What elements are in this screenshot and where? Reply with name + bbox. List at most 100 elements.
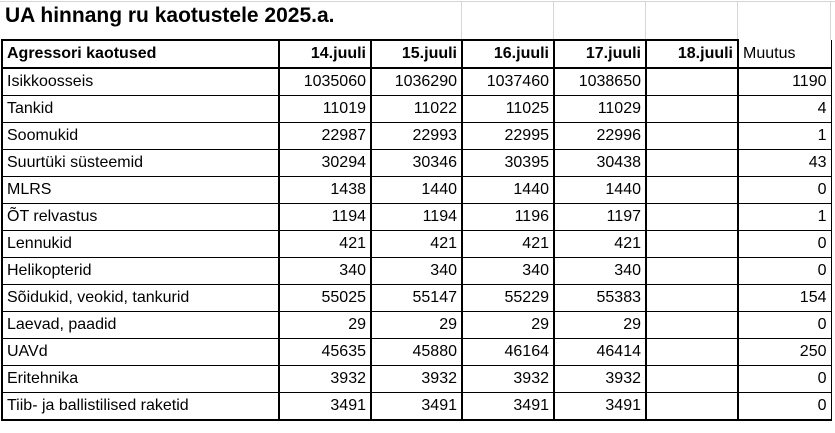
value-cell[interactable]: 3932 xyxy=(461,365,555,393)
value-cell[interactable] xyxy=(645,203,739,231)
value-cell[interactable] xyxy=(645,176,739,204)
value-cell[interactable]: 45880 xyxy=(370,338,463,366)
value-cell[interactable]: 3932 xyxy=(278,365,372,393)
row-label[interactable]: ÕT relvastus xyxy=(1,203,280,231)
value-cell[interactable]: 1197 xyxy=(553,203,647,231)
column-header-16-juuli[interactable]: 16.juuli xyxy=(461,39,555,69)
value-cell[interactable]: 340 xyxy=(553,257,647,285)
row-label[interactable]: MLRS xyxy=(1,176,280,204)
value-cell[interactable]: 3491 xyxy=(461,392,555,421)
muutus-cell[interactable]: 0 xyxy=(737,176,832,204)
value-cell[interactable]: 11019 xyxy=(278,95,372,123)
value-cell[interactable] xyxy=(645,67,739,96)
value-cell[interactable]: 1035060 xyxy=(278,67,372,96)
value-cell[interactable]: 22995 xyxy=(461,122,555,150)
table-row: Lennukid 421 421 421 421 0 xyxy=(1,230,832,258)
value-cell[interactable]: 340 xyxy=(278,257,372,285)
value-cell[interactable]: 55147 xyxy=(370,284,463,312)
value-cell[interactable]: 3932 xyxy=(370,365,463,393)
value-cell[interactable]: 29 xyxy=(370,311,463,339)
value-cell[interactable]: 29 xyxy=(553,311,647,339)
muutus-cell[interactable]: 1190 xyxy=(737,67,832,96)
value-cell[interactable]: 29 xyxy=(461,311,555,339)
value-cell[interactable]: 421 xyxy=(461,230,555,258)
row-label[interactable]: Lennukid xyxy=(1,230,280,258)
row-label[interactable]: UAVd xyxy=(1,338,280,366)
value-cell[interactable] xyxy=(645,311,739,339)
value-cell[interactable] xyxy=(645,122,739,150)
sheet-title[interactable]: UA hinnang ru kaotustele 2025.a. xyxy=(5,4,335,27)
value-cell[interactable]: 22996 xyxy=(553,122,647,150)
muutus-cell[interactable]: 0 xyxy=(737,311,832,339)
value-cell[interactable] xyxy=(645,149,739,177)
value-cell[interactable]: 29 xyxy=(278,311,372,339)
value-cell[interactable]: 1196 xyxy=(461,203,555,231)
value-cell[interactable]: 55383 xyxy=(553,284,647,312)
row-label[interactable]: Helikopterid xyxy=(1,257,280,285)
value-cell[interactable] xyxy=(645,392,739,421)
value-cell[interactable] xyxy=(645,284,739,312)
muutus-cell[interactable]: 0 xyxy=(737,257,832,285)
column-header-agressori-kaotused[interactable]: Agressori kaotused xyxy=(1,39,280,69)
column-header-14-juuli[interactable]: 14.juuli xyxy=(278,39,372,69)
muutus-cell[interactable]: 154 xyxy=(737,284,832,312)
value-cell[interactable]: 30395 xyxy=(461,149,555,177)
value-cell[interactable]: 30346 xyxy=(370,149,463,177)
row-label[interactable]: Laevad, paadid xyxy=(1,311,280,339)
value-cell[interactable]: 3491 xyxy=(553,392,647,421)
row-label[interactable]: Tankid xyxy=(1,95,280,123)
value-cell[interactable] xyxy=(645,365,739,393)
value-cell[interactable] xyxy=(645,95,739,123)
value-cell[interactable]: 340 xyxy=(461,257,555,285)
value-cell[interactable]: 30294 xyxy=(278,149,372,177)
row-label[interactable]: Eritehnika xyxy=(1,365,280,393)
value-cell[interactable]: 1440 xyxy=(370,176,463,204)
value-cell[interactable] xyxy=(645,338,739,366)
column-header-15-juuli[interactable]: 15.juuli xyxy=(370,39,463,69)
row-label[interactable]: Soomukid xyxy=(1,122,280,150)
value-cell[interactable]: 1440 xyxy=(461,176,555,204)
value-cell[interactable]: 1194 xyxy=(278,203,372,231)
value-cell[interactable]: 421 xyxy=(553,230,647,258)
value-cell[interactable]: 45635 xyxy=(278,338,372,366)
value-cell[interactable]: 1038650 xyxy=(553,67,647,96)
value-cell[interactable]: 1440 xyxy=(553,176,647,204)
muutus-cell[interactable]: 1 xyxy=(737,203,832,231)
row-label[interactable]: Isikkoosseis xyxy=(1,67,280,96)
muutus-cell[interactable]: 0 xyxy=(737,392,832,421)
value-cell[interactable]: 340 xyxy=(370,257,463,285)
value-cell[interactable]: 3491 xyxy=(278,392,372,421)
row-label[interactable]: Sõidukid, veokid, tankurid xyxy=(1,284,280,312)
value-cell[interactable] xyxy=(645,230,739,258)
value-cell[interactable]: 1194 xyxy=(370,203,463,231)
muutus-cell[interactable]: 1 xyxy=(737,122,832,150)
value-cell[interactable]: 46164 xyxy=(461,338,555,366)
muutus-cell[interactable]: 250 xyxy=(737,338,832,366)
row-label[interactable]: Tiib- ja ballistilised raketid xyxy=(1,392,280,421)
value-cell[interactable]: 11025 xyxy=(461,95,555,123)
value-cell[interactable] xyxy=(645,257,739,285)
value-cell[interactable]: 22993 xyxy=(370,122,463,150)
muutus-cell[interactable]: 43 xyxy=(737,149,832,177)
value-cell[interactable]: 421 xyxy=(278,230,372,258)
value-cell[interactable]: 30438 xyxy=(553,149,647,177)
value-cell[interactable]: 3932 xyxy=(553,365,647,393)
value-cell[interactable]: 1037460 xyxy=(461,67,555,96)
value-cell[interactable]: 55229 xyxy=(461,284,555,312)
value-cell[interactable]: 1036290 xyxy=(370,67,463,96)
value-cell[interactable]: 3491 xyxy=(370,392,463,421)
muutus-cell[interactable]: 0 xyxy=(737,365,832,393)
column-header-18-juuli[interactable]: 18.juuli xyxy=(645,39,739,69)
value-cell[interactable]: 421 xyxy=(370,230,463,258)
value-cell[interactable]: 22987 xyxy=(278,122,372,150)
value-cell[interactable]: 46414 xyxy=(553,338,647,366)
value-cell[interactable]: 11022 xyxy=(370,95,463,123)
muutus-cell[interactable]: 0 xyxy=(737,230,832,258)
value-cell[interactable]: 11029 xyxy=(553,95,647,123)
column-header-muutus[interactable]: Muutus xyxy=(737,40,832,69)
column-header-17-juuli[interactable]: 17.juuli xyxy=(553,39,647,69)
value-cell[interactable]: 55025 xyxy=(278,284,372,312)
row-label[interactable]: Suurtüki süsteemid xyxy=(1,149,280,177)
value-cell[interactable]: 1438 xyxy=(278,176,372,204)
muutus-cell[interactable]: 4 xyxy=(737,95,832,123)
